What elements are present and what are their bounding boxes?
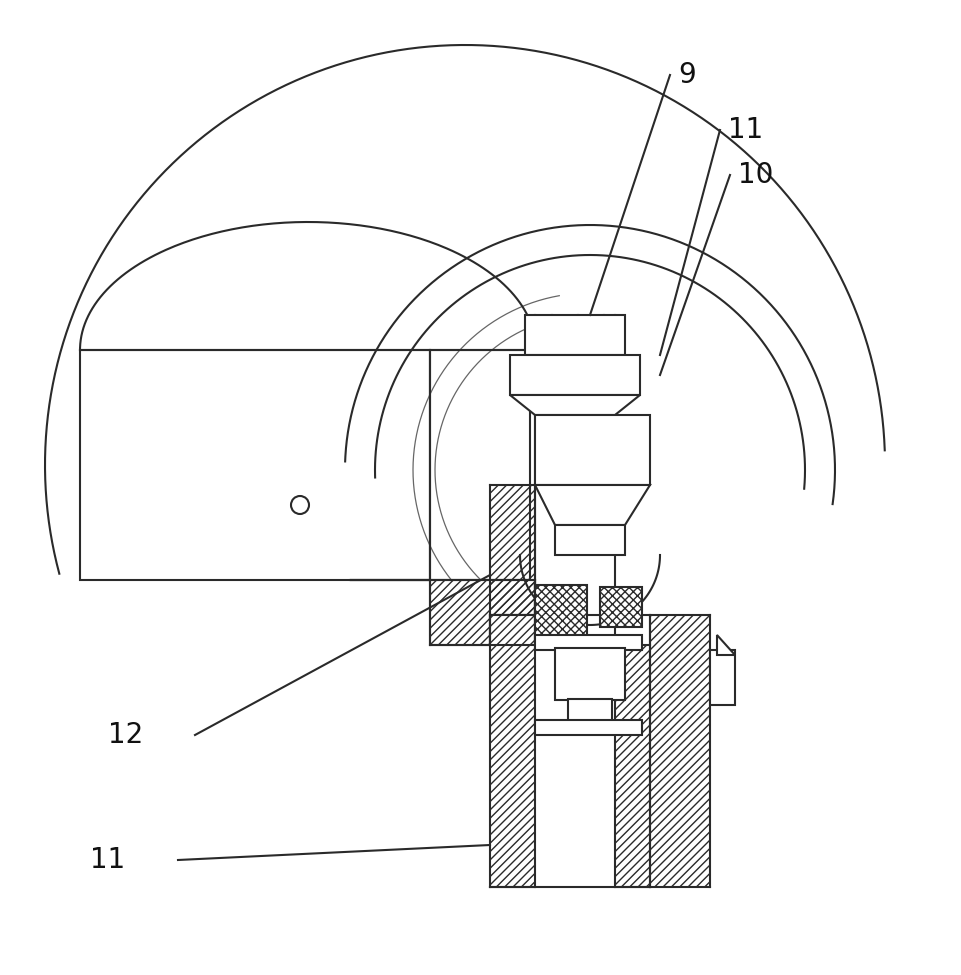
Text: 12: 12 [108,721,143,749]
Bar [509,355,639,395]
Bar [534,720,641,735]
Bar [534,415,650,485]
Polygon shape [350,580,534,645]
Circle shape [290,496,308,514]
Bar [567,699,611,727]
Polygon shape [534,485,650,525]
Bar [80,350,430,580]
Polygon shape [716,635,734,655]
Bar [534,635,641,650]
Polygon shape [509,395,639,415]
Bar [709,650,734,705]
Bar [534,585,586,642]
Text: 9: 9 [678,61,695,89]
Bar [489,615,650,645]
Bar [554,648,625,700]
Bar [554,525,625,555]
Bar [430,350,530,580]
Bar [600,587,641,627]
Text: 11: 11 [90,846,125,874]
Bar [525,315,625,355]
Text: 10: 10 [737,161,773,189]
Text: 11: 11 [727,116,762,144]
